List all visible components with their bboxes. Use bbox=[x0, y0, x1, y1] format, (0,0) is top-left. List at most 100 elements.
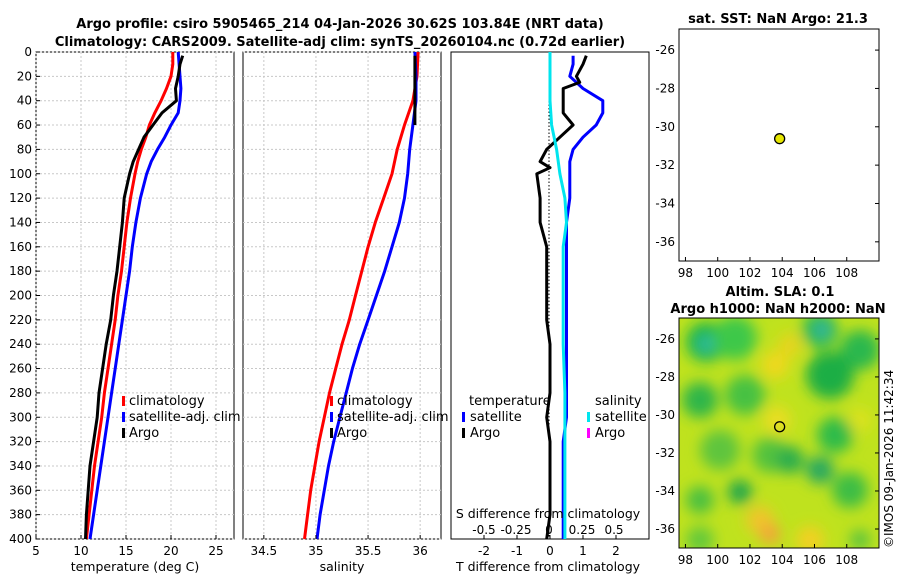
salinity-xlabel: salinity bbox=[320, 559, 365, 574]
figure-title-line1: Argo profile: csiro 5905465_214 04-Jan-2… bbox=[76, 17, 603, 32]
x-tick-label: 104 bbox=[771, 266, 794, 280]
y-tick-label: 380 bbox=[9, 508, 32, 522]
series-line-argo bbox=[84, 55, 185, 540]
x-tick-label: 98 bbox=[678, 553, 693, 567]
y-tick-label: -26 bbox=[655, 43, 675, 57]
series-line-satellite-adj-clim bbox=[315, 51, 418, 540]
temperature-xlabel: temperature (deg C) bbox=[71, 559, 200, 574]
y-tick-label: 40 bbox=[17, 94, 32, 108]
series-line-climatology bbox=[84, 52, 175, 540]
x-tick-label: 10 bbox=[73, 544, 88, 558]
y-tick-label: 240 bbox=[9, 337, 32, 351]
sla-axes-box bbox=[678, 317, 880, 549]
y-tick-label: -32 bbox=[655, 446, 675, 460]
y-tick-label: 0 bbox=[24, 45, 32, 59]
y-tick-label: -26 bbox=[655, 332, 675, 346]
sst-map-title: sat. SST: NaN Argo: 21.3 bbox=[688, 12, 868, 27]
sst-ticks: 98 100 102 104 106 108 -26 -28 -30 -32 -34 -36 bbox=[655, 43, 879, 280]
x-tick-label: 36 bbox=[413, 544, 428, 558]
temperature-lines bbox=[84, 51, 185, 540]
y-tick-label: 260 bbox=[9, 362, 32, 376]
legend-satellite: satellite-adj. clim bbox=[129, 410, 241, 425]
x-tick-label: 2 bbox=[612, 544, 620, 558]
difference-top-xlabel: S difference from climatology bbox=[456, 506, 641, 521]
x-tick-label: 1 bbox=[579, 544, 587, 558]
legend-climatology: climatology bbox=[337, 394, 413, 409]
salinity-panel: 34.5 35 35.5 36 salinity climatology satell… bbox=[242, 51, 449, 574]
legend-swatch-s-argo bbox=[587, 428, 590, 438]
top-tick-label: 0.5 bbox=[604, 523, 623, 537]
x-tick-label: 106 bbox=[803, 553, 826, 567]
x-tick-label: 102 bbox=[739, 553, 762, 567]
sst-axes-box bbox=[678, 28, 880, 262]
top-tick-label: -0.5 bbox=[472, 523, 495, 537]
y-tick-label: 200 bbox=[9, 289, 32, 303]
series-line-salinity-satellite bbox=[548, 52, 568, 539]
y-tick-label: 20 bbox=[17, 69, 32, 83]
difference-xlabel: T difference from climatology bbox=[455, 559, 641, 574]
y-tick-label: 120 bbox=[9, 191, 32, 205]
series-line-climatology bbox=[303, 51, 420, 540]
x-tick-label: 108 bbox=[835, 266, 858, 280]
legend-swatch-satellite bbox=[330, 412, 333, 422]
x-tick-label: 15 bbox=[118, 544, 133, 558]
salinity-xticks: 34.5 35 35.5 36 bbox=[250, 535, 428, 558]
y-tick-label: -30 bbox=[655, 408, 675, 422]
legend-swatch-t-argo bbox=[462, 428, 465, 438]
sla-map-title: Altim. SLA: 0.1 bbox=[726, 285, 835, 300]
difference-lines bbox=[535, 52, 605, 540]
y-tick-label: -32 bbox=[655, 158, 675, 172]
salinity-lines bbox=[303, 51, 420, 540]
temperature-legend: climatology satellite-adj. clim Argo bbox=[122, 394, 241, 441]
legend-argo: Argo bbox=[129, 426, 159, 441]
legend-temperature-title: temperature bbox=[469, 394, 551, 409]
top-tick-label: -0.25 bbox=[500, 523, 531, 537]
series-line-temperature-argo bbox=[535, 55, 588, 540]
x-tick-label: 98 bbox=[678, 266, 693, 280]
difference-xticks: -2 -1 0 1 2 bbox=[478, 535, 620, 558]
legend-swatch-argo bbox=[122, 428, 125, 438]
temperature-grid bbox=[35, 51, 234, 540]
y-tick-label: 320 bbox=[9, 435, 32, 449]
y-tick-label: 160 bbox=[9, 240, 32, 254]
argo-position-marker bbox=[773, 133, 786, 145]
legend-swatch-climatology bbox=[330, 396, 333, 406]
x-tick-label: 100 bbox=[706, 266, 729, 280]
sla-points bbox=[773, 421, 786, 433]
x-tick-label: 108 bbox=[835, 553, 858, 567]
series-line-satellite-adj-clim bbox=[88, 51, 183, 540]
sla-heatmap bbox=[679, 318, 879, 548]
salinity-legend: climatology satellite-adj. clim Argo bbox=[330, 394, 449, 441]
x-tick-label: 34.5 bbox=[250, 544, 277, 558]
y-tick-label: -34 bbox=[655, 484, 675, 498]
y-tick-label: 100 bbox=[9, 167, 32, 181]
x-tick-label: -1 bbox=[511, 544, 523, 558]
x-tick-label: 100 bbox=[706, 553, 729, 567]
x-tick-label: 20 bbox=[163, 544, 178, 558]
sst-map-panel: sat. SST: NaN Argo: 21.3 98 100 102 104 106 1… bbox=[655, 12, 880, 280]
legend-salinity-title: salinity bbox=[595, 394, 642, 409]
y-tick-label: -30 bbox=[655, 120, 675, 134]
difference-panel: -2 -1 0 1 2 T difference from climatology S … bbox=[450, 51, 650, 574]
sla-map-panel: Altim. SLA: 0.1 Argo h1000: NaN h2000: N… bbox=[655, 285, 885, 567]
y-tick-label: -36 bbox=[655, 235, 675, 249]
legend-t-argo: Argo bbox=[470, 426, 500, 441]
x-tick-label: 102 bbox=[739, 266, 762, 280]
legend-swatch-argo bbox=[330, 428, 333, 438]
temperature-xticks: 5 10 15 20 25 bbox=[32, 535, 224, 558]
y-tick-label: -34 bbox=[655, 196, 675, 210]
top-tick-label: 0.25 bbox=[569, 523, 596, 537]
x-tick-label: 5 bbox=[32, 544, 40, 558]
legend-argo: Argo bbox=[337, 426, 367, 441]
temperature-yticks: 0 20 40 60 80 100 120 140 160 180 200 220 240 260 280 3… bbox=[9, 45, 40, 546]
x-tick-label: 35.5 bbox=[355, 544, 382, 558]
x-tick-label: 0 bbox=[546, 544, 554, 558]
legend-satellite: satellite-adj. clim bbox=[337, 410, 449, 425]
legend-swatch-s-satellite bbox=[587, 412, 590, 422]
y-tick-label: 180 bbox=[9, 264, 32, 278]
y-tick-label: 80 bbox=[17, 142, 32, 156]
legend-climatology: climatology bbox=[129, 394, 205, 409]
x-tick-label: -2 bbox=[478, 544, 490, 558]
y-tick-label: 220 bbox=[9, 313, 32, 327]
y-tick-label: 280 bbox=[9, 386, 32, 400]
